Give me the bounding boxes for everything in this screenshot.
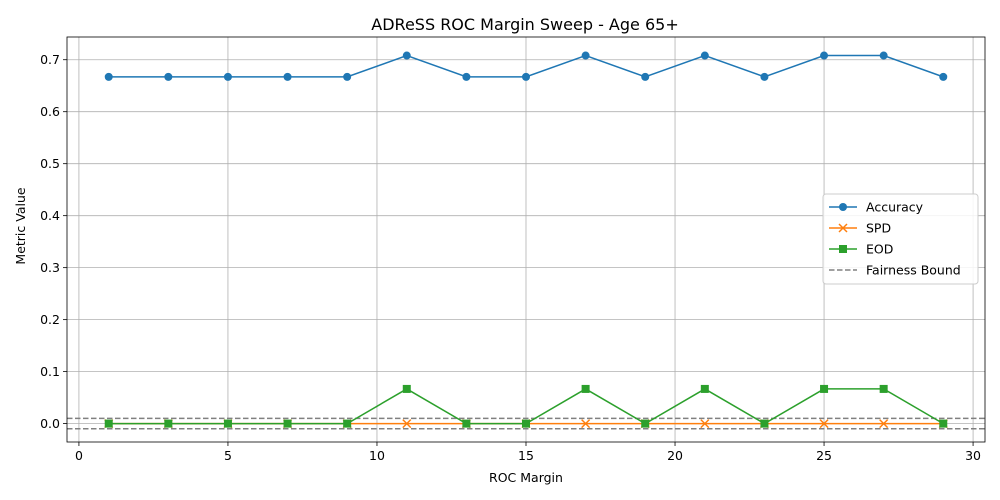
spd-point	[879, 419, 889, 429]
eod-point	[223, 419, 232, 428]
y-tick-label: 0.7	[40, 52, 60, 67]
legend-item-spd: SPD	[829, 221, 891, 236]
eod-point	[104, 419, 113, 428]
accuracy-point	[223, 72, 232, 81]
accuracy-point	[283, 72, 292, 81]
legend: Accuracy SPD EOD Fairness Bound	[822, 193, 979, 285]
legend-marker	[839, 203, 847, 211]
x-axis-label: ROC Margin	[489, 470, 563, 485]
legend-item-eod: EOD	[829, 242, 893, 257]
y-tick-label: 0.1	[40, 364, 60, 379]
y-tick-label: 0.0	[40, 416, 60, 431]
spd-point	[581, 419, 591, 429]
legend-marker	[839, 245, 847, 253]
eod-point	[522, 419, 530, 428]
eod-point	[700, 384, 709, 393]
legend-box	[822, 193, 979, 285]
eod-point	[581, 384, 590, 393]
fairness-bound-lines	[67, 417, 985, 430]
legend-item-accuracy: Accuracy	[829, 200, 924, 215]
accuracy-point	[879, 51, 888, 60]
eod-point	[641, 419, 650, 428]
eod-point	[939, 419, 948, 428]
accuracy-point	[522, 72, 530, 81]
legend-label: Fairness Bound	[866, 263, 961, 278]
legend-label: EOD	[866, 242, 893, 257]
x-tick-label: 30	[965, 448, 981, 463]
x-tick-label: 20	[667, 448, 683, 463]
legend-marker	[838, 223, 848, 233]
legend-item-fairness-bound: Fairness Bound	[829, 263, 961, 278]
accuracy-point	[939, 72, 948, 81]
legend-label: Accuracy	[866, 200, 924, 215]
eod-point	[760, 419, 769, 428]
legend-label: SPD	[866, 221, 891, 236]
spd-point	[402, 419, 412, 429]
x-tick-label: 10	[369, 448, 385, 463]
accuracy-point	[343, 72, 352, 81]
accuracy-point	[820, 51, 829, 60]
eod-point	[879, 384, 888, 393]
eod-point	[164, 419, 173, 428]
y-tick-label: 0.4	[40, 208, 60, 223]
accuracy-point	[760, 72, 769, 81]
accuracy-point	[104, 72, 113, 81]
spd-point	[700, 419, 710, 429]
x-tick-label: 0	[75, 448, 83, 463]
y-tick-label: 0.3	[40, 260, 60, 275]
series-layer	[104, 51, 948, 429]
accuracy-point	[164, 72, 173, 81]
accuracy-point	[462, 72, 471, 81]
eod-point	[343, 419, 352, 428]
x-tick-label: 5	[224, 448, 232, 463]
series-eod	[104, 384, 948, 428]
spd-point	[819, 419, 829, 429]
x-tick-label: 15	[518, 448, 534, 463]
accuracy-point	[402, 51, 411, 60]
axis-ticks: 0 5 10 15 20 25 30 0.0 0.1 0.2 0.3 0.4 0.5 0.6 0.7	[40, 52, 981, 463]
y-tick-label: 0.2	[40, 312, 60, 327]
accuracy-point	[700, 51, 709, 60]
accuracy-point	[581, 51, 590, 60]
eod-point	[820, 384, 829, 393]
chart-title: ADReSS ROC Margin Sweep - Age 65+	[371, 15, 678, 34]
y-tick-label: 0.6	[40, 104, 60, 119]
accuracy-point	[641, 72, 650, 81]
y-tick-label: 0.5	[40, 156, 60, 171]
x-tick-label: 25	[816, 448, 832, 463]
series-accuracy	[104, 51, 948, 81]
y-axis-label: Metric Value	[13, 187, 28, 264]
eod-point	[402, 384, 411, 393]
eod-point	[283, 419, 292, 428]
eod-point	[462, 419, 471, 428]
